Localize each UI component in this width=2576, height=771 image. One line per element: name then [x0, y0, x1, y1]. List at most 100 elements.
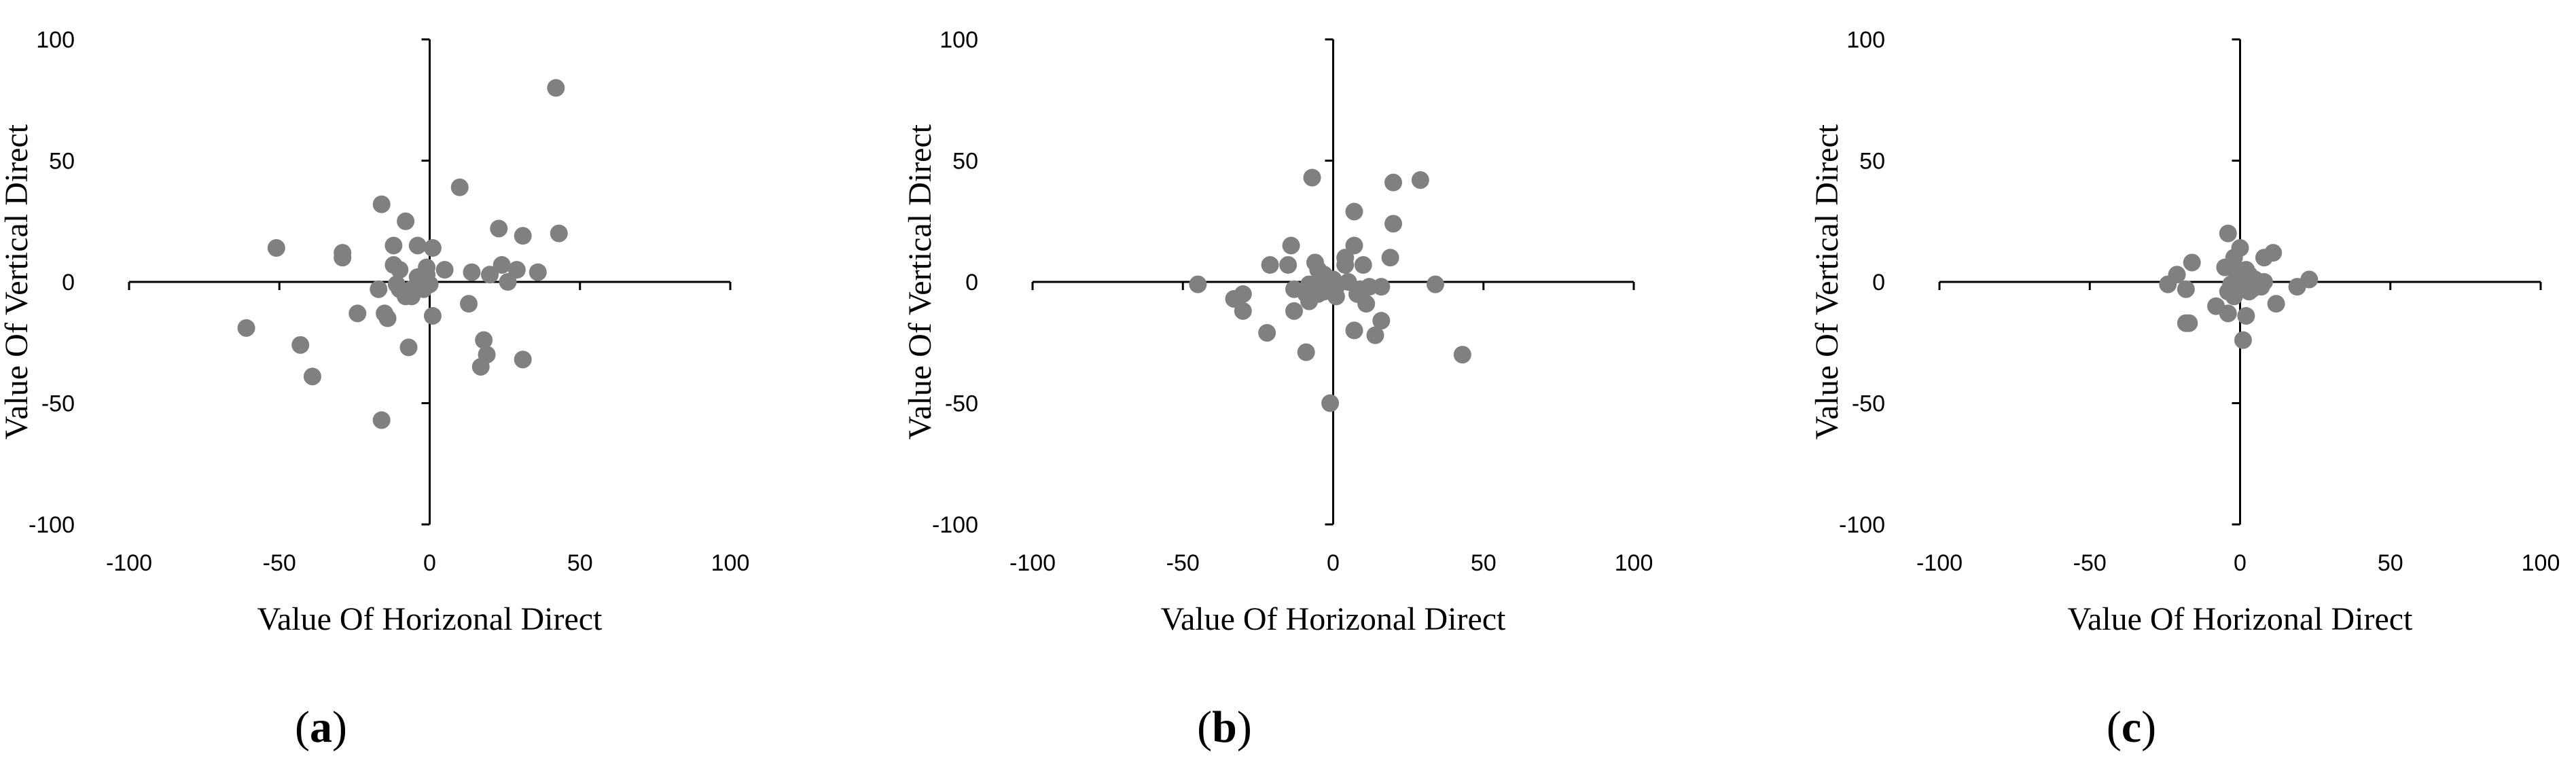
data-point [267, 239, 285, 257]
x-axis-title: Value Of Horizonal Direct [2068, 601, 2413, 637]
data-point [1189, 275, 1207, 293]
y-tick-label: 100 [36, 27, 75, 53]
data-point [408, 236, 427, 255]
data-point [1303, 168, 1321, 187]
data-point [237, 319, 255, 337]
y-tick-label: 50 [952, 149, 978, 175]
y-tick-label: -50 [41, 391, 75, 417]
data-point [1336, 249, 1355, 267]
y-tick-label: 0 [62, 270, 75, 295]
data-point [423, 306, 442, 325]
data-point [514, 351, 532, 369]
data-point [435, 261, 454, 279]
x-tick-label: 100 [2522, 550, 2560, 576]
x-tick-label: 0 [2234, 550, 2247, 576]
data-point [1411, 171, 1429, 190]
x-tick-label: 0 [1327, 550, 1340, 576]
data-point [2180, 314, 2198, 332]
data-point [471, 357, 490, 376]
data-point [334, 249, 352, 267]
data-point [1258, 323, 1276, 342]
x-tick-label: -50 [2073, 550, 2107, 576]
data-point [1384, 215, 1402, 233]
panels: -100 -50 0 50 100 -100 -50 0 50 100 Value Of Horiz… [0, 27, 2560, 752]
x-tick-label: -100 [106, 550, 152, 576]
data-point [423, 239, 442, 257]
data-point [2255, 249, 2273, 267]
data-point [1234, 285, 1252, 303]
data-point [387, 275, 406, 293]
data-point [1279, 256, 1298, 274]
data-point [1366, 326, 1384, 344]
y-tick-label: 0 [965, 270, 978, 295]
y-tick-label: -100 [932, 512, 978, 538]
data-point [490, 219, 508, 238]
x-tick-label: -100 [1916, 550, 1963, 576]
data-point [460, 295, 478, 313]
data-point [2237, 306, 2255, 325]
data-point [1453, 346, 1471, 364]
data-point [2288, 278, 2306, 296]
y-tick-label: -50 [1852, 391, 1885, 417]
x-axis-title: Value Of Horizonal Direct [257, 601, 603, 637]
data-point [1261, 256, 1279, 274]
data-point [2177, 280, 2195, 298]
data-point [1297, 343, 1315, 361]
y-tick-label: 50 [49, 149, 75, 175]
data-point [475, 331, 493, 349]
data-point [1327, 287, 1345, 306]
data-point [2234, 331, 2252, 349]
y-tick-label: -100 [29, 512, 75, 538]
y-axis-title: Value Of Vertical Direct [902, 124, 938, 440]
data-point [1282, 236, 1300, 255]
panel-label: (c) [2107, 702, 2156, 752]
x-tick-label: 50 [567, 550, 593, 576]
data-point [1234, 302, 1252, 320]
chart-panel-a: -100 -50 0 50 100 -100 -50 0 50 100 Value Of Horiz… [0, 27, 749, 752]
data-point [514, 227, 532, 245]
x-tick-label: 100 [1615, 550, 1653, 576]
data-point [378, 309, 397, 327]
data-point [1372, 278, 1391, 296]
panel-label: (b) [1197, 702, 1252, 752]
data-point [2225, 287, 2243, 306]
data-point [2240, 283, 2258, 301]
data-point [1345, 202, 1363, 221]
y-tick-label: 100 [940, 27, 978, 53]
y-tick-label: -50 [945, 391, 978, 417]
panel-label: (a) [295, 702, 347, 752]
data-point [348, 304, 367, 323]
data-point [1285, 302, 1303, 320]
x-tick-label: 50 [1471, 550, 1497, 576]
data-point [550, 224, 568, 243]
data-point [1381, 249, 1399, 267]
data-point [463, 263, 481, 281]
x-tick-label: -50 [1166, 550, 1200, 576]
data-point [402, 287, 421, 306]
data-point [2219, 224, 2237, 243]
data-point [1321, 394, 1340, 412]
x-axis-title: Value Of Horizonal Direct [1161, 601, 1506, 637]
y-tick-label: 50 [1859, 149, 1885, 175]
data-point [481, 266, 499, 284]
y-axis-title: Value Of Vertical Direct [0, 124, 35, 440]
data-point [291, 336, 310, 354]
chart-panel-b: -100 -50 0 50 100 -100 -50 0 50 100 Value Of Horiz… [902, 27, 1653, 752]
x-tick-label: -100 [1009, 550, 1056, 576]
data-point [391, 261, 409, 279]
x-tick-label: 100 [711, 550, 750, 576]
data-point [1426, 275, 1444, 293]
data-point [1354, 256, 1372, 274]
y-tick-label: 100 [1846, 27, 1885, 53]
data-point [2267, 295, 2285, 313]
data-point [2219, 304, 2237, 323]
y-tick-label: 0 [1872, 270, 1885, 295]
data-point [507, 261, 526, 279]
data-point [547, 79, 565, 97]
data-point [303, 367, 321, 386]
data-point [372, 411, 391, 429]
data-point [1345, 236, 1363, 255]
data-point [2159, 275, 2177, 293]
